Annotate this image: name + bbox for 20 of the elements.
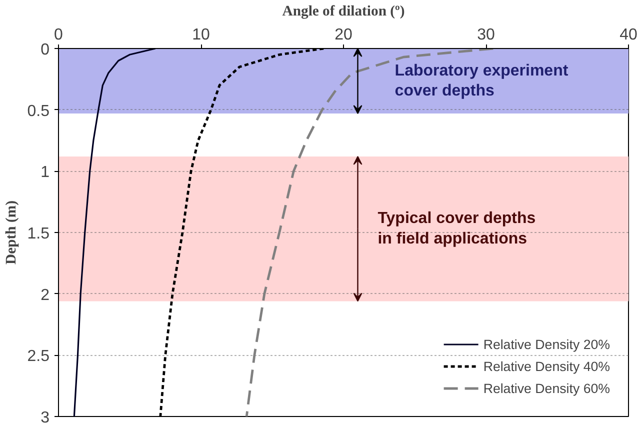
band-label: Typical cover depths in field applications: [378, 210, 536, 248]
y-tick-label: 2.5: [27, 348, 50, 366]
y-tick-label: 1: [40, 164, 50, 182]
legend-label: Relative Density 60%: [483, 380, 610, 396]
line-series: [73, 48, 156, 416]
y-tick-label: 0: [40, 42, 50, 58]
y-tick-label: 2: [40, 286, 50, 304]
x-tick-label: 0: [54, 26, 64, 44]
x-axis-title: Angle of dilation (º): [282, 4, 405, 20]
legend-label: Relative Density 20%: [483, 336, 610, 352]
y-tick-label: 1.5: [27, 226, 50, 242]
x-tick-label: 10: [192, 26, 210, 44]
legend-label: Relative Density 40%: [483, 358, 610, 374]
x-tick-label: 20: [334, 26, 352, 44]
x-tick-label: 40: [620, 26, 638, 44]
y-tick-label: 3: [40, 410, 50, 426]
band-label: Laboratory experiment cover depths: [394, 62, 569, 100]
x-tick-label: 30: [477, 26, 495, 44]
y-axis-title: Depth (m): [3, 200, 20, 264]
y-tick-label: 0.5: [27, 102, 50, 120]
